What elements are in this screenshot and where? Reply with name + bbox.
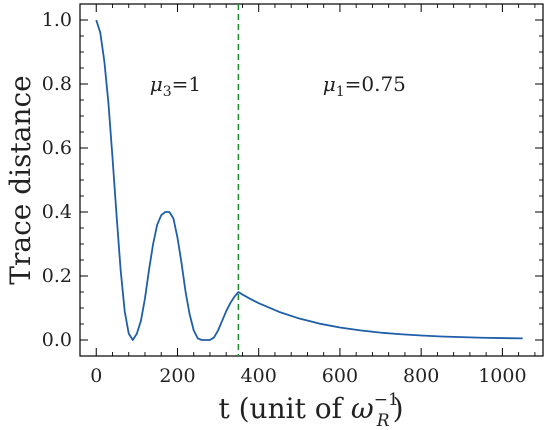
x-axis-label-superscript: −1 <box>374 390 399 410</box>
y-tick-label: 0.6 <box>42 137 72 159</box>
y-tick-label: 0.0 <box>42 329 72 351</box>
y-tick-label: 0.4 <box>42 201 72 223</box>
y-tick-label: 0.2 <box>42 265 72 287</box>
x-tick-label: 0 <box>90 365 102 387</box>
x-axis-label-close: ) <box>393 392 404 425</box>
x-tick-label: 1000 <box>478 365 526 387</box>
x-tick-label: 400 <box>241 365 277 387</box>
x-axis-label-omega: ω <box>351 392 374 425</box>
plot-content: μ3=1 μ1=0.75 <box>95 4 523 356</box>
x-axis-label-text: t (unit of <box>218 392 350 425</box>
y-tick-label: 0.8 <box>42 73 72 95</box>
plot-frame <box>79 3 544 357</box>
x-tick-label: 200 <box>159 365 195 387</box>
x-axis-label: t (unit of ω−1 R) <box>218 390 403 430</box>
axis-ticks <box>80 3 543 357</box>
y-axis-label: Trace distance <box>4 75 37 284</box>
x-axis-label-subscript: R <box>376 411 390 430</box>
y-tick-label: 1.0 <box>42 9 72 31</box>
x-tick-label: 600 <box>322 365 358 387</box>
trace-distance-series-line <box>95 19 523 341</box>
mu-annotation: μ3=1 <box>150 72 201 100</box>
tick-labels: 0 200 400 600 800 1000 0.0 0.2 0.4 0.6 0.8 1.0 <box>42 9 527 387</box>
x-tick-label: 800 <box>403 365 439 387</box>
mu-annotation: μ1=0.75 <box>323 72 406 100</box>
